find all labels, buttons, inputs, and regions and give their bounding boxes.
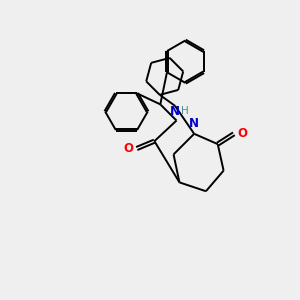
Text: H: H [181, 106, 189, 116]
Text: O: O [123, 142, 133, 155]
Text: O: O [238, 127, 248, 140]
Text: N: N [170, 105, 180, 118]
Text: N: N [189, 117, 199, 130]
